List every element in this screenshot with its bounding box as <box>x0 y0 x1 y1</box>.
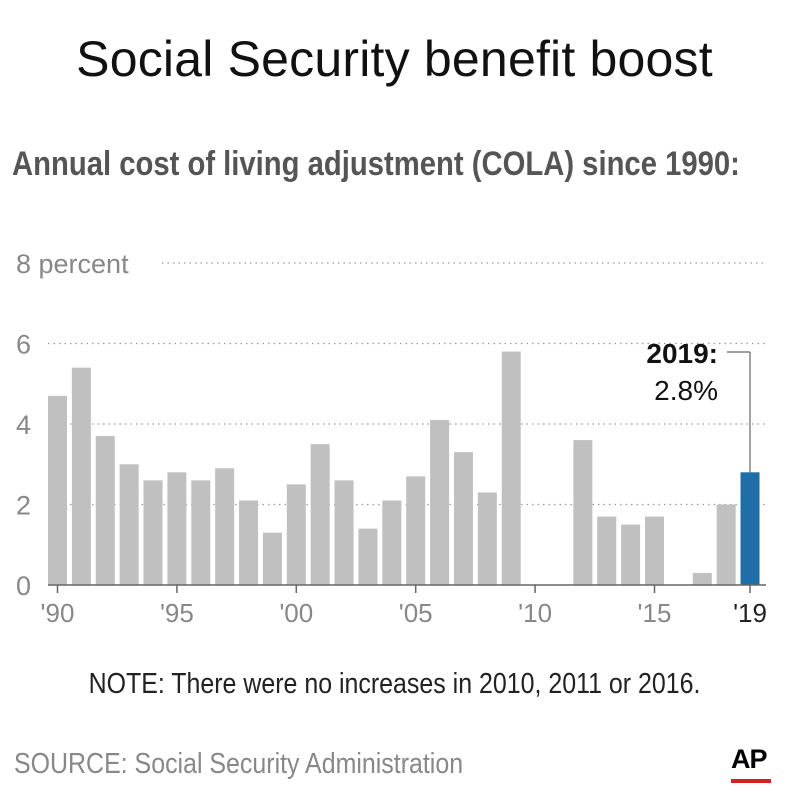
y-tick-label: 4 <box>16 410 31 440</box>
bar <box>406 476 426 585</box>
y-tick-label: 6 <box>16 330 31 360</box>
bar <box>477 492 497 585</box>
source-credit: SOURCE: Social Security Administration <box>14 748 464 780</box>
bar <box>286 484 306 585</box>
bar <box>573 440 593 585</box>
bar <box>645 516 664 585</box>
chart-note: NOTE: There were no increases in 2010, 2… <box>88 668 701 700</box>
bar <box>310 444 330 585</box>
chart-subtitle: Annual cost of living adjustment (COLA) … <box>12 145 740 183</box>
bar <box>167 472 187 585</box>
bar <box>48 395 67 585</box>
bar <box>239 500 259 585</box>
ap-logo-underline <box>731 779 771 783</box>
bar <box>716 504 736 585</box>
bar <box>430 419 450 585</box>
bar <box>262 532 282 585</box>
y-tick-label: 8 percent <box>16 249 129 279</box>
bar <box>692 572 712 585</box>
y-tick-label: 0 <box>16 571 31 601</box>
x-tick-label: '00 <box>279 598 313 628</box>
y-tick-label: 2 <box>16 491 31 521</box>
bar <box>95 436 115 585</box>
annotation-value: 2.8% <box>654 375 718 406</box>
x-tick-label: '10 <box>518 598 552 628</box>
bar <box>119 464 139 585</box>
bar <box>501 351 521 585</box>
x-tick-label: '15 <box>638 598 672 628</box>
bar <box>740 472 760 585</box>
bar <box>597 516 617 585</box>
bar <box>621 524 641 585</box>
bar <box>358 528 378 585</box>
bar <box>334 480 354 585</box>
bar <box>191 480 211 585</box>
ap-logo: AP <box>731 744 768 774</box>
x-tick-label: '95 <box>160 598 194 628</box>
bar <box>215 468 235 585</box>
x-tick-label: '05 <box>399 598 433 628</box>
x-tick-label: '90 <box>41 598 75 628</box>
bar <box>382 500 402 585</box>
bar <box>143 480 163 585</box>
bar <box>453 452 473 585</box>
annotation-year: 2019: <box>646 338 718 369</box>
cola-bar-chart: 0 2 4 6 8 percent '90 '95 '00 '05 '10 '15 '19 2019: 2… <box>16 249 767 628</box>
chart-title: Social Security benefit boost <box>76 31 713 87</box>
bar <box>71 367 91 585</box>
x-tick-label: '19 <box>733 598 767 628</box>
